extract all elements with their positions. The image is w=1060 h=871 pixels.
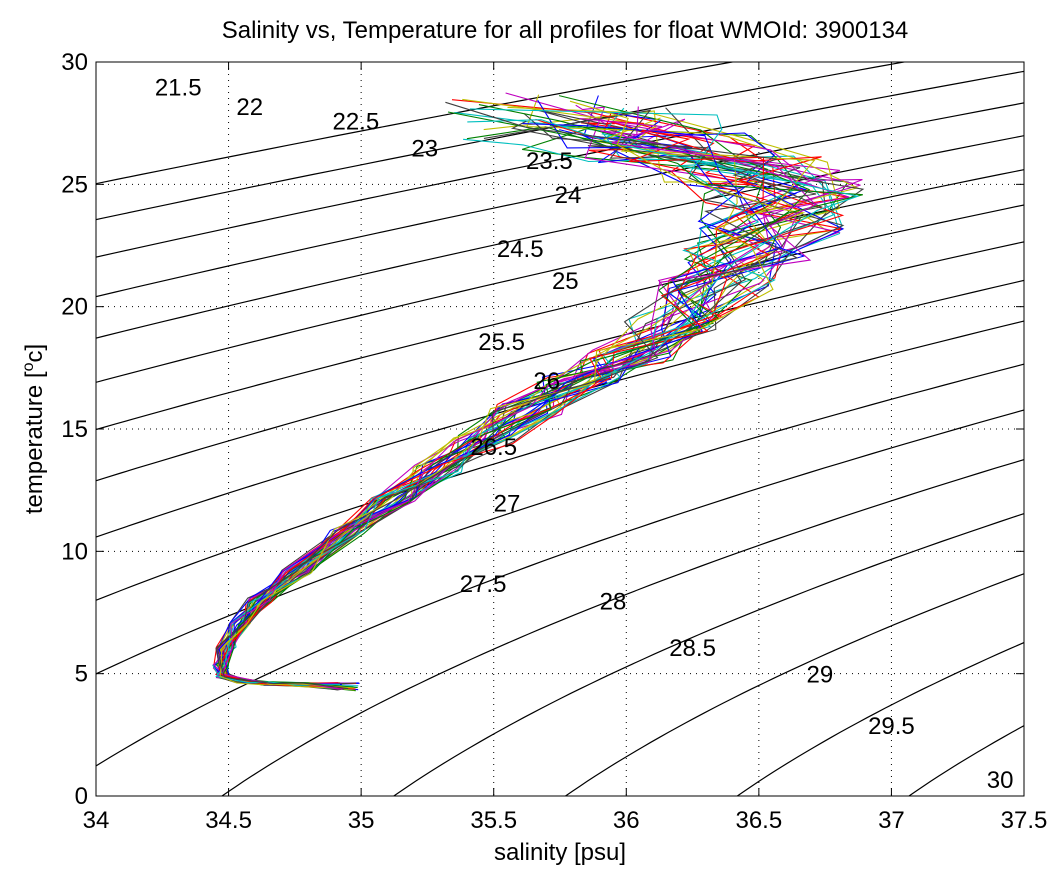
- density-contour-label: 28: [600, 588, 627, 615]
- density-contour-line: [392, 512, 1024, 796]
- x-tick-label: 35: [348, 807, 375, 834]
- density-contour-line: [96, 279, 1024, 538]
- density-contour-label: 30: [987, 767, 1014, 794]
- y-axis-label-main: temperature [: [21, 371, 48, 514]
- y-tick-label: 15: [61, 416, 88, 443]
- x-tick-label: 35.5: [470, 807, 517, 834]
- density-contour-label: 21.5: [155, 74, 202, 101]
- density-contour-label: 24.5: [497, 236, 544, 263]
- plot-area: [96, 62, 1024, 796]
- x-tick-label: 34.5: [205, 807, 252, 834]
- y-axis-label-sup: o: [20, 362, 37, 371]
- density-contour-line: [96, 320, 1024, 601]
- profile-line: [216, 101, 817, 690]
- density-contour-line: [564, 573, 1024, 796]
- y-tick-label: 20: [61, 294, 88, 321]
- x-tick-label: 37.5: [1001, 807, 1048, 834]
- density-contour-line: [96, 363, 1024, 675]
- density-contour-line: [96, 135, 1024, 339]
- density-contour-label: 23: [411, 136, 438, 163]
- density-contour-line: [96, 62, 908, 221]
- x-tick-label: 37: [878, 807, 905, 834]
- y-tick-label: 25: [61, 171, 88, 198]
- density-contour-label: 29.5: [868, 713, 915, 740]
- density-contour-label: 25.5: [478, 329, 525, 356]
- y-tick-label: 5: [75, 661, 88, 688]
- profile-line: [215, 119, 860, 686]
- density-contour-line: [96, 62, 736, 185]
- density-contour-line: [736, 641, 1024, 796]
- profile-line: [219, 100, 774, 689]
- density-contour-label: 22: [236, 94, 263, 121]
- contour-labels: 21.5 22 22.5 23 23.5 24 24.5 25 25.5 26 26.5 27 27.5…: [155, 74, 1014, 793]
- ticks: 34 34.5 35 35.5 36 36.5 37 37.5 0 5 10 15 20 25 30: [61, 49, 1047, 834]
- x-tick-label: 36: [613, 807, 640, 834]
- chart-title: Salinity vs, Temperature for all profile…: [222, 17, 909, 44]
- density-contour-line: [220, 458, 1024, 796]
- density-contour-line: [96, 241, 1024, 482]
- density-contour-label: 28.5: [669, 635, 716, 662]
- x-axis-label: salinity [psu]: [494, 839, 626, 866]
- profile-line: [219, 117, 816, 689]
- y-axis-label: temperature [oc]: [20, 344, 48, 514]
- density-contour-label: 27.5: [460, 571, 507, 598]
- density-contour-label: 26: [533, 368, 560, 395]
- x-tick-label: 36.5: [735, 807, 782, 834]
- density-contour-label: 24: [555, 182, 582, 209]
- density-contour-label: 25: [552, 268, 579, 295]
- y-tick-label: 30: [61, 49, 88, 76]
- y-axis-label-end: c]: [21, 344, 48, 363]
- y-tick-label: 10: [61, 538, 88, 565]
- profile-line: [218, 129, 771, 688]
- profiles: [212, 92, 865, 692]
- y-tick-label: 0: [75, 783, 88, 810]
- density-contour-label: 26.5: [470, 434, 517, 461]
- density-contour-label: 27: [494, 490, 521, 517]
- density-contour-line: [96, 70, 1024, 258]
- density-contour-label: 29: [806, 662, 833, 689]
- density-contour-line: [96, 409, 1024, 767]
- density-contour-label: 23.5: [526, 148, 573, 175]
- x-tick-label: 34: [83, 807, 110, 834]
- density-contour-label: 22.5: [332, 109, 379, 136]
